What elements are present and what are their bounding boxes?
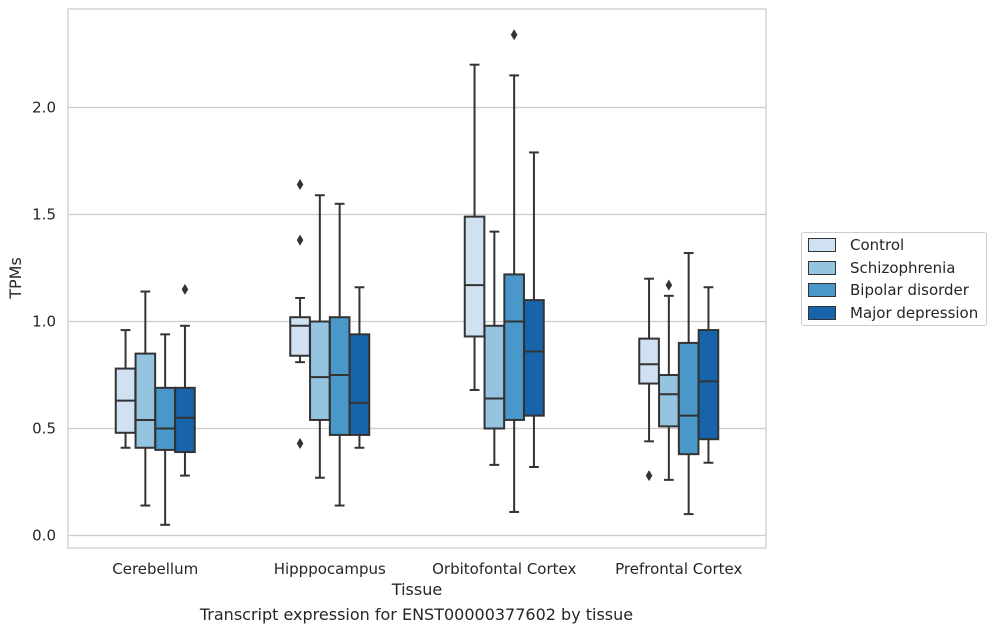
box <box>638 277 660 482</box>
legend-item: Major depression <box>808 304 978 322</box>
x-tick-labels: Cerebellum Hipppocampus Orbitofontal Corte… <box>112 560 742 578</box>
x-tick-label: Hipppocampus <box>274 560 386 578</box>
legend-swatch <box>808 260 836 275</box>
box <box>483 230 506 466</box>
box-iqr <box>638 337 660 385</box>
y-tick-label: 1.5 <box>32 206 56 224</box>
legend-item: Schizophrenia <box>808 259 955 277</box>
y-tick-label: 2.0 <box>32 99 56 117</box>
outlier-point <box>510 29 518 41</box>
box-iqr <box>483 324 506 430</box>
x-tick-label: Prefrontal Cortex <box>615 560 742 578</box>
legend-label: Bipolar disorder <box>850 281 969 299</box>
x-axis-label: Tissue <box>391 580 442 599</box>
legend-swatch <box>808 283 836 297</box>
y-tick-labels: 0.0 0.5 1.0 1.5 2.0 <box>32 99 56 545</box>
x-tick-label: Cerebellum <box>112 560 198 578</box>
box <box>134 290 157 507</box>
outlier-point <box>665 279 673 291</box>
legend-swatch <box>808 305 836 320</box>
box <box>289 179 311 449</box>
box-iqr <box>463 215 486 338</box>
legend-label: Major depression <box>850 303 979 322</box>
outlier-point <box>645 470 653 482</box>
box-iqr <box>503 273 525 421</box>
box-groups <box>114 29 720 526</box>
box-iqr <box>174 386 196 454</box>
box <box>463 63 486 391</box>
box-iqr <box>677 341 700 456</box>
box-iqr <box>348 333 371 436</box>
gridlines <box>68 106 766 537</box>
box <box>154 333 176 526</box>
box-iqr <box>658 374 680 428</box>
box <box>523 151 545 469</box>
box <box>677 252 700 516</box>
y-tick-label: 1.0 <box>32 313 56 331</box>
box-iqr <box>134 352 157 449</box>
legend: Control Schizophrenia Bipolar disorder Majo… <box>801 232 987 326</box>
y-tick-label: 0.0 <box>32 527 56 545</box>
box <box>328 202 351 507</box>
box <box>348 286 371 449</box>
box <box>658 279 680 481</box>
box <box>174 283 196 477</box>
legend-item: Control <box>808 236 904 254</box>
box-iqr <box>328 316 351 436</box>
legend-label: Control <box>850 236 905 254</box>
box-iqr <box>154 386 176 451</box>
outlier-point <box>296 437 304 449</box>
outlier-point <box>296 179 304 191</box>
x-tick-label: Orbitofontal Cortex <box>432 560 576 578</box>
box <box>503 29 525 513</box>
box <box>114 329 137 449</box>
outlier-point <box>181 283 189 295</box>
legend-label: Schizophrenia <box>850 258 956 277</box>
legend-item: Bipolar disorder <box>808 281 969 299</box>
box-iqr <box>523 299 545 417</box>
legend-swatch <box>808 238 836 252</box>
plot-frame <box>67 8 767 549</box>
box <box>309 194 331 479</box>
box <box>697 286 720 464</box>
outlier-point <box>296 234 304 246</box>
box-iqr <box>697 329 720 441</box>
figure-caption: Transcript expression for ENST0000037760… <box>199 605 634 624</box>
y-axis-label: TPMs <box>6 257 25 300</box>
box-iqr <box>309 320 331 421</box>
y-tick-label: 0.5 <box>32 420 56 438</box>
box-iqr <box>289 316 311 357</box>
